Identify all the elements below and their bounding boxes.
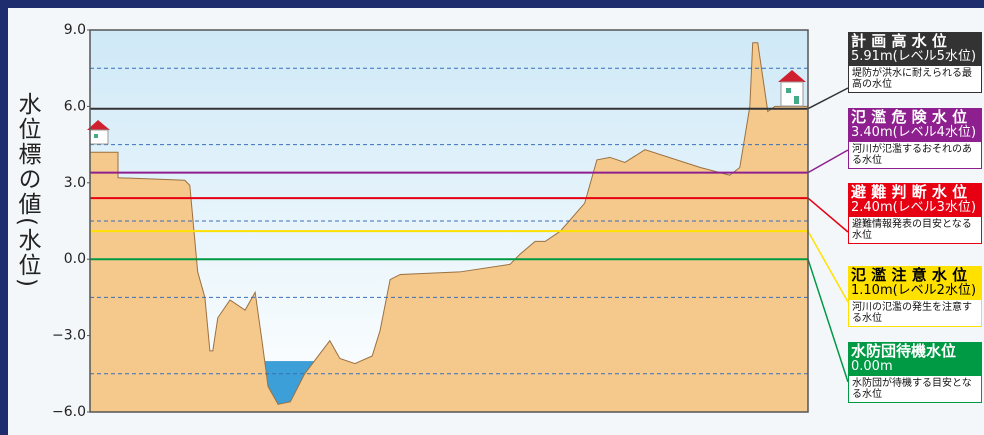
level-name: 氾 濫 注 意 水 位: [851, 267, 979, 283]
level-connector: [808, 231, 848, 302]
level-description: 河川が氾濫するおそれのある水位: [848, 142, 982, 169]
chart: −6.0 −3.0 0.0 3.0 6.0 9.0: [0, 0, 984, 435]
level-connector: [808, 259, 848, 382]
level-description: 河川の氾濫の発生を注意する水位: [848, 300, 982, 327]
level-name: 避 難 判 断 水 位: [851, 184, 979, 200]
level-description: 堤防が洪水に耐えられる最高の水位: [848, 66, 982, 93]
level-value: 1.10m(レベル2水位): [851, 283, 979, 299]
level-value: 0.00m: [851, 359, 979, 375]
y-tick-label: −6.0: [52, 404, 86, 420]
level-name: 水防団待機水位: [851, 343, 979, 359]
level-name: 計 画 高 水 位: [851, 33, 979, 49]
y-tick-label: 6.0: [64, 98, 86, 114]
y-tick-label: 9.0: [64, 22, 86, 38]
level-connector: [808, 198, 848, 232]
level-connector: [808, 88, 848, 109]
level-value: 2.40m(レベル3水位): [851, 200, 979, 216]
level-value: 5.91m(レベル5水位): [851, 49, 979, 65]
y-tick-label: −3.0: [52, 328, 86, 344]
y-tick-label: 3.0: [64, 175, 86, 191]
level-connector: [808, 150, 848, 173]
page: −6.0 −3.0 0.0 3.0 6.0 9.0 水位標の値(水位) 計 画 高 水 位…: [0, 0, 984, 435]
y-axis-title: 水位標の値(水位): [10, 92, 44, 289]
level-description: 避難情報発表の目安となる水位: [848, 217, 982, 244]
level-description: 水防団が待機する目安となる水位: [848, 376, 982, 403]
level-value: 3.40m(レベル4水位): [851, 125, 979, 141]
level-name: 氾 濫 危 険 水 位: [851, 109, 979, 125]
y-tick-label: 0.0: [64, 251, 86, 267]
